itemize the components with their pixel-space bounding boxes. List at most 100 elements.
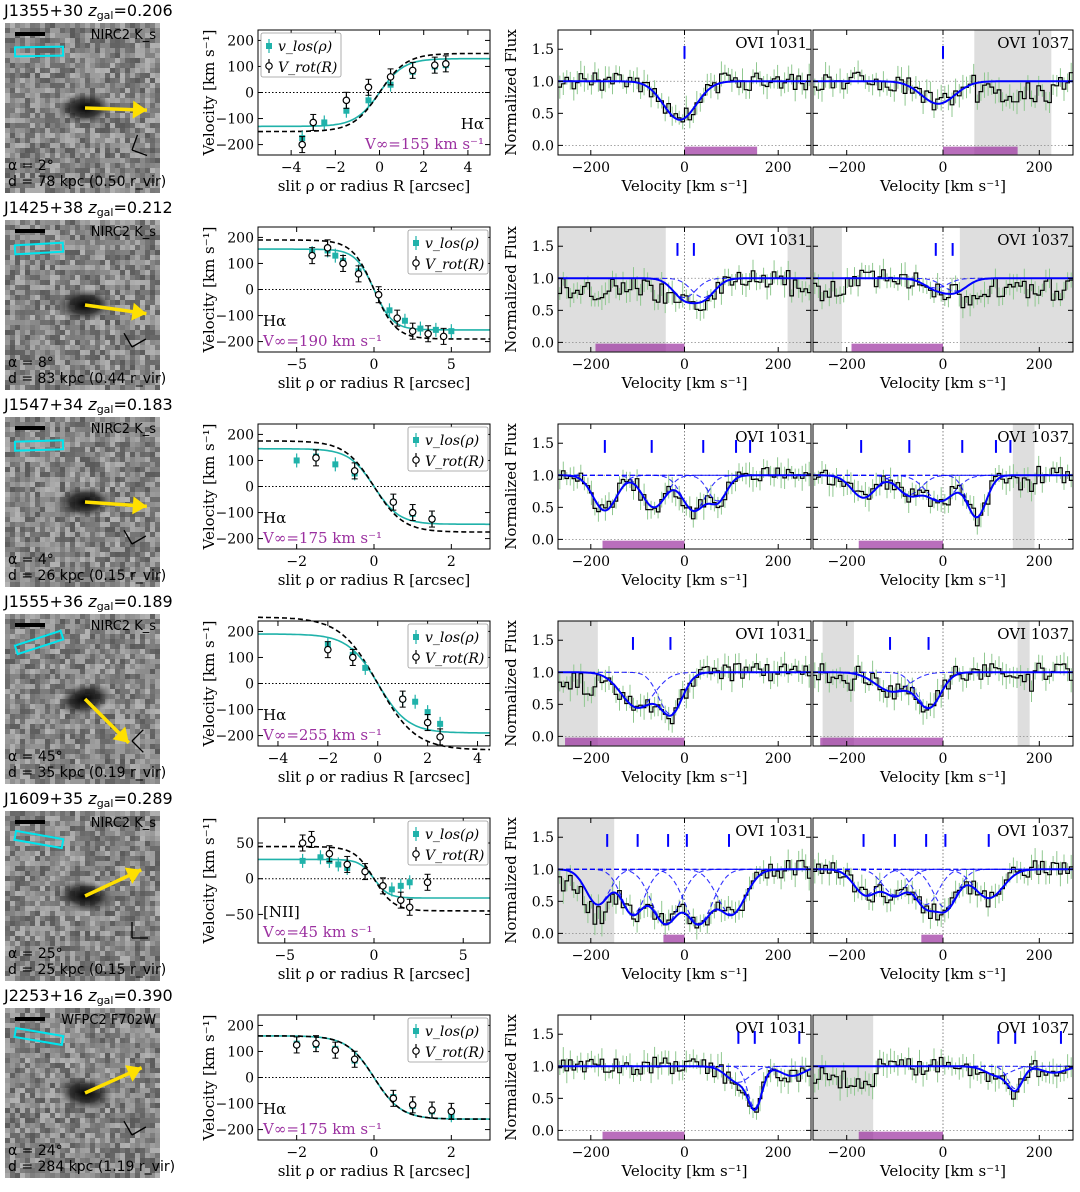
instrument-label: WFPC2 F702W [61,1013,156,1028]
los-point [332,253,338,259]
emission-line-label: Hα [263,312,286,330]
los-point [407,879,413,885]
y-tick-label: −50 [224,907,254,923]
x-tick-label: −200 [572,160,610,176]
legend-rot-marker [266,63,272,69]
legend-los-marker [413,437,419,443]
legend-rot-label: V_rot(R) [425,257,484,273]
scale-bar [15,623,45,627]
rot-point [424,879,430,885]
los-point [402,318,408,324]
los-point [362,665,368,671]
x-tick-label: 0 [680,357,689,373]
rot-point [293,1042,299,1048]
legend-rot-label: V_rot(R) [278,60,337,76]
los-point [365,97,371,103]
galaxy-title: J1355+30 zgal=0.206 [3,1,173,22]
distance-label: d = 78 kpc (0.50 r_vir) [8,174,166,190]
x-tick-label: 0 [370,1145,379,1161]
y-tick-label: 0.5 [532,500,554,516]
galaxy-name: J1609+35 [3,789,88,808]
rot-point [440,333,446,339]
z-value: =0.206 [113,1,172,20]
rotation-velocity-bar [859,541,943,549]
scale-bar [15,1017,45,1021]
rot-point [399,696,405,702]
x-axis-label: slit ρ or radius R [arcsec] [278,571,471,589]
emission-line-label: Hα [461,115,484,133]
y-axis-label: Velocity [km s⁻¹] [200,817,218,944]
x-axis-label: Velocity [km s⁻¹] [620,177,747,195]
y-tick-label: 0.5 [532,1091,554,1107]
rot-point [309,252,315,258]
x-tick-label: 0 [939,160,948,176]
ion-label: OVI 1037 [997,231,1069,249]
rot-point [375,292,381,298]
y-tick-label: 0.0 [532,532,554,548]
x-tick-label: 2 [423,751,432,767]
x-axis-label: Velocity [km s⁻¹] [879,374,1006,392]
ion-label: OVI 1031 [735,428,807,446]
x-tick-label: −200 [572,554,610,570]
z-value: =0.289 [113,789,172,808]
x-axis-label: Velocity [km s⁻¹] [879,768,1006,786]
instrument-label: NIRC2 K_s [91,816,156,831]
x-tick-label: −200 [572,948,610,964]
galaxy-image-panel: NIRC2 K_sα = 25°d = 25 kpc (0.15 r_vir) [5,811,166,981]
rot-point [350,654,356,660]
los-point [332,461,338,467]
los-point [389,886,395,892]
z-value: =0.212 [113,198,172,217]
y-tick-label: 50 [236,836,254,852]
galaxy-title: J1555+36 zgal=0.189 [3,592,173,613]
x-tick-label: 0 [939,357,948,373]
galaxy-title: J1609+35 zgal=0.289 [3,789,173,810]
y-tick-label: 200 [227,624,254,640]
x-axis-label: Velocity [km s⁻¹] [879,965,1006,983]
rot-point [313,1040,319,1046]
rotation-velocity-bar [603,541,685,549]
x-tick-label: −200 [827,357,865,373]
y-tick-label: 1.5 [532,436,554,452]
los-point [335,861,341,867]
y-tick-label: 1.0 [532,271,554,287]
x-tick-label: −200 [827,1145,865,1161]
rot-point [313,455,319,461]
x-axis-label: slit ρ or radius R [arcsec] [278,1162,471,1180]
los-point [412,699,418,705]
rot-point [340,260,346,266]
ion-label: OVI 1037 [997,428,1069,446]
legend-los-label: v_los(ρ) [425,433,479,449]
alpha-label: α = 8° [8,355,54,371]
legend-los-label: v_los(ρ) [425,827,479,843]
x-tick-label: 0 [680,554,689,570]
alpha-label: α = 45° [8,749,63,765]
legend-los-marker [413,831,419,837]
x-tick-label: 200 [1026,554,1053,570]
legend-rot-label: V_rot(R) [425,1045,484,1061]
rot-point [365,84,371,90]
z-sub: gal [97,797,114,810]
rot-point [429,516,435,522]
x-tick-label: 4 [473,751,482,767]
rot-point [409,509,415,515]
x-tick-label: −4 [268,751,289,767]
x-tick-label: −200 [572,357,610,373]
y-tick-label: 1.5 [532,42,554,58]
rot-point [429,1107,435,1113]
x-tick-label: 0 [939,554,948,570]
ion-label: OVI 1037 [997,1019,1069,1037]
x-tick-label: 0 [680,1145,689,1161]
z-sub: gal [97,994,114,1007]
x-tick-label: 0 [939,751,948,767]
x-tick-label: 0 [680,160,689,176]
